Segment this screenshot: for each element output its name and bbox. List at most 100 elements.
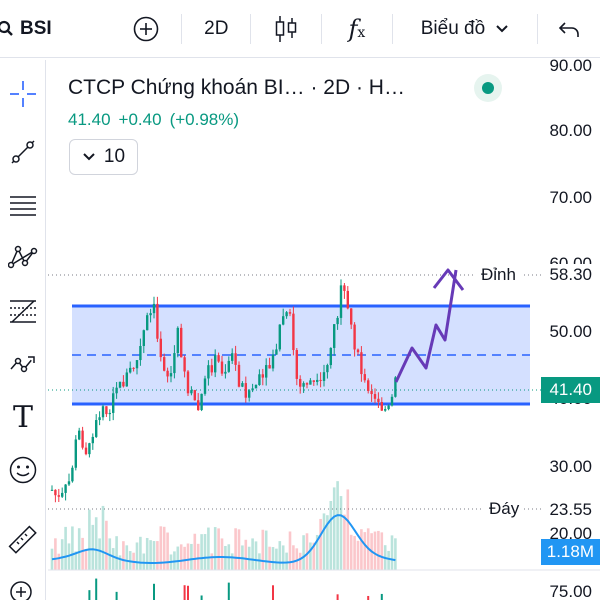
fib-retracement-tool[interactable] <box>0 289 46 333</box>
candle-body <box>258 374 261 386</box>
fib-icon <box>8 296 38 326</box>
candle-body <box>251 388 254 391</box>
candle-body <box>173 353 176 374</box>
candle-body <box>292 313 295 351</box>
volume-bar <box>88 509 91 570</box>
price-chart[interactable] <box>48 60 600 600</box>
measure-tool[interactable] <box>0 518 46 562</box>
candle-body <box>241 383 244 387</box>
candle-body <box>244 383 247 398</box>
projection-tool[interactable] <box>0 342 46 386</box>
candle-body <box>367 380 370 391</box>
volume-bar <box>71 526 74 570</box>
indicator-bar <box>200 595 203 600</box>
chart-style-button[interactable] <box>251 0 321 58</box>
plus-circle-icon <box>133 16 159 42</box>
chart-type-dropdown[interactable]: Biểu đồ <box>393 0 538 58</box>
candle-body <box>74 439 77 468</box>
candle-body <box>105 406 108 415</box>
volume-bar <box>298 552 302 570</box>
candle-body <box>261 374 264 378</box>
legend-title[interactable]: CTCP Chứng khoán BI… · 2D · H… <box>68 76 405 99</box>
indicators-button[interactable]: fx <box>322 0 392 58</box>
volume-ma-line <box>51 514 396 564</box>
crosshair-tool[interactable] <box>0 72 46 116</box>
legend-change: +0.40 <box>118 110 162 129</box>
candle-body <box>319 379 322 381</box>
volume-bar <box>254 541 258 570</box>
candle-body <box>299 378 302 387</box>
horizontal-lines-icon <box>8 190 38 220</box>
indicator-bar <box>95 578 98 600</box>
candle-body <box>339 285 343 318</box>
chart-type-label: Biểu đồ <box>420 17 486 39</box>
smiley-icon <box>8 455 38 485</box>
undo-icon <box>558 20 580 38</box>
candle-body <box>288 312 292 314</box>
volume-bar <box>217 528 220 570</box>
market-status-indicator[interactable] <box>474 74 502 102</box>
axis-tick: 50.00 <box>549 322 592 341</box>
toolbar-separator <box>391 13 393 44</box>
candle-body <box>95 420 98 437</box>
volume-bar <box>122 541 125 570</box>
candle-body <box>356 349 360 353</box>
interval-button[interactable]: 2D <box>182 0 250 58</box>
volume-bar <box>166 532 169 570</box>
volume-bar <box>258 553 261 570</box>
candle-body <box>129 367 132 373</box>
indicator-bar <box>183 585 186 600</box>
horizontal-lines-tool[interactable] <box>0 183 46 227</box>
volume-bar <box>186 543 190 570</box>
candle-body <box>275 349 278 355</box>
candles-icon <box>274 14 298 44</box>
volume-bar <box>387 550 390 570</box>
volume-bar <box>183 546 186 570</box>
emoji-tool[interactable] <box>0 448 46 492</box>
symbol-search-button[interactable]: BSI <box>0 0 110 58</box>
axis-tick: 70.00 <box>549 188 592 207</box>
volume-bar <box>339 496 343 570</box>
volume-bar <box>295 548 299 570</box>
axis-tick: 20.00 <box>549 524 592 543</box>
volume-bar <box>200 534 203 570</box>
indicator-bar <box>153 583 155 600</box>
projection-path[interactable] <box>394 269 458 383</box>
pattern-icon <box>8 243 38 273</box>
pattern-tool[interactable] <box>0 236 46 280</box>
volume-bar <box>91 524 95 570</box>
text-tool[interactable]: T <box>0 395 46 439</box>
candle-body <box>190 390 193 394</box>
volume-bar <box>377 530 380 570</box>
undo-button[interactable] <box>538 0 600 58</box>
volume-bar <box>281 545 285 570</box>
axis-tick: 80.00 <box>549 121 592 140</box>
candle-body <box>203 378 207 394</box>
candle-body <box>231 353 234 361</box>
toolbar-separator <box>320 13 322 44</box>
chart-pane[interactable] <box>48 60 600 600</box>
volume-bar <box>193 533 197 570</box>
legend-price-row: 41.40 +0.40 (+0.98%) <box>68 110 405 130</box>
volume-bar <box>98 538 101 570</box>
volume-bar <box>275 548 278 570</box>
candle-body <box>112 393 115 413</box>
volume-bar <box>261 529 265 570</box>
projection-icon <box>8 349 38 379</box>
legend-change-pct: (+0.98%) <box>169 110 240 129</box>
volume-bar <box>234 528 237 570</box>
drawing-toolbar: T <box>0 60 46 600</box>
candle-body <box>169 373 173 377</box>
indicator-bar <box>336 594 339 600</box>
add-symbol-button[interactable] <box>110 0 182 58</box>
volume-bar <box>271 547 275 570</box>
candle-body <box>254 385 258 389</box>
candle-body <box>322 372 326 381</box>
volume-bar <box>220 538 224 570</box>
legend-collapse-button[interactable]: 10 <box>69 139 138 175</box>
trend-line-tool[interactable] <box>0 130 46 174</box>
volume-bar <box>142 553 146 570</box>
zoom-in-tool[interactable] <box>0 572 46 600</box>
candle-body <box>197 400 200 411</box>
indicator-bar <box>227 582 230 600</box>
